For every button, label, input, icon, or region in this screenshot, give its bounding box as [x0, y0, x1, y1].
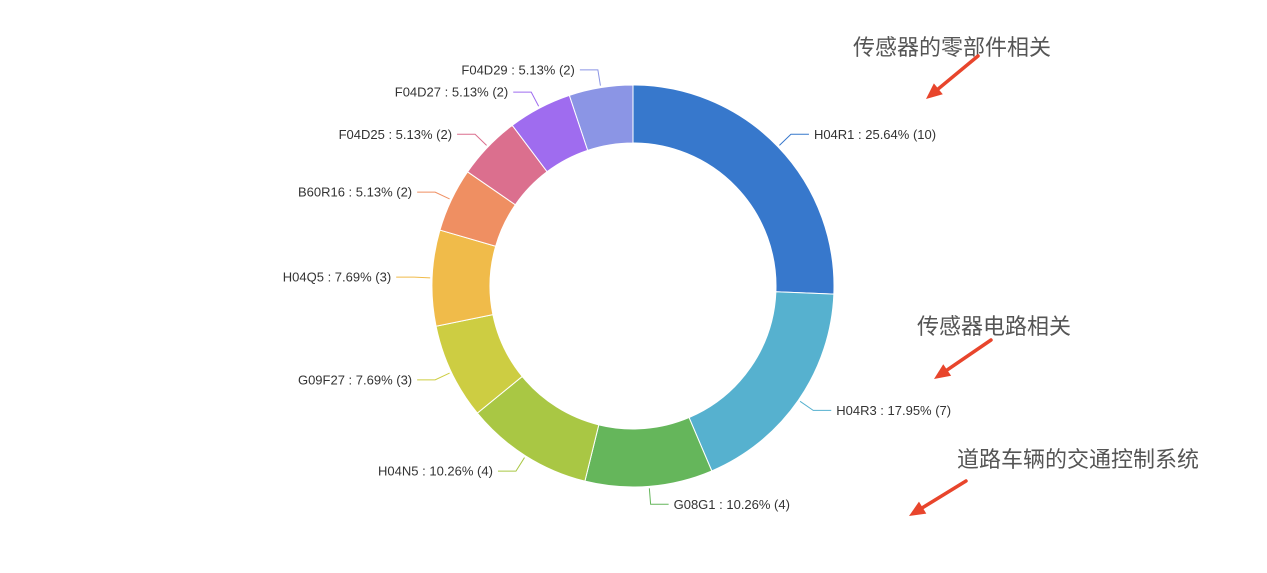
slice-f04d29: [568, 84, 634, 151]
annotation-road-traffic-control: 道路车辆的交通控制系统: [957, 448, 1200, 473]
label-h04r3: H04R3 : 17.95% (7): [836, 403, 951, 418]
leader-b60r16: [417, 191, 450, 200]
annotation-sensor-parts: 传感器的零部件相关: [853, 36, 1052, 61]
leader-h04r1: [779, 133, 809, 146]
label-b60r16: B60R16 : 5.13% (2): [298, 185, 412, 200]
leader-lines: [396, 69, 832, 505]
arrow-shaft-2: [920, 479, 968, 510]
leader-h04q5: [396, 276, 431, 279]
label-f04d25: F04D25 : 5.13% (2): [339, 127, 452, 142]
leader-f04d25: [457, 133, 487, 146]
arrow-shaft-1: [945, 338, 993, 372]
label-h04r1: H04R1 : 25.64% (10): [814, 127, 936, 142]
label-f04d27: F04D27 : 5.13% (2): [395, 85, 508, 100]
label-f04d29: F04D29 : 5.13% (2): [461, 62, 574, 77]
label-g09f27: G09F27 : 7.69% (3): [298, 372, 412, 387]
annotation-sensor-circuit: 传感器电路相关: [917, 315, 1072, 340]
arrow-head-icon: [934, 364, 952, 379]
leader-h04r3: [799, 400, 832, 411]
label-g08g1: G08G1 : 10.26% (4): [674, 497, 790, 512]
leader-f04d27: [513, 91, 540, 107]
label-h04q5: H04Q5 : 7.69% (3): [283, 270, 391, 285]
arrow-head-icon: [926, 83, 943, 99]
slice-labels: H04R1 : 25.64% (10) H04R3 : 17.95% (7) G08…: [283, 62, 951, 511]
label-h04n5: H04N5 : 10.26% (4): [378, 464, 493, 479]
arrow-shaft-0: [936, 54, 980, 91]
leader-g08g1: [648, 488, 669, 505]
donut-slices: [431, 84, 835, 488]
leader-h04n5: [497, 457, 525, 472]
leader-f04d29: [579, 69, 601, 86]
arrow-head-icon: [909, 501, 927, 516]
leader-g09f27: [417, 372, 450, 381]
